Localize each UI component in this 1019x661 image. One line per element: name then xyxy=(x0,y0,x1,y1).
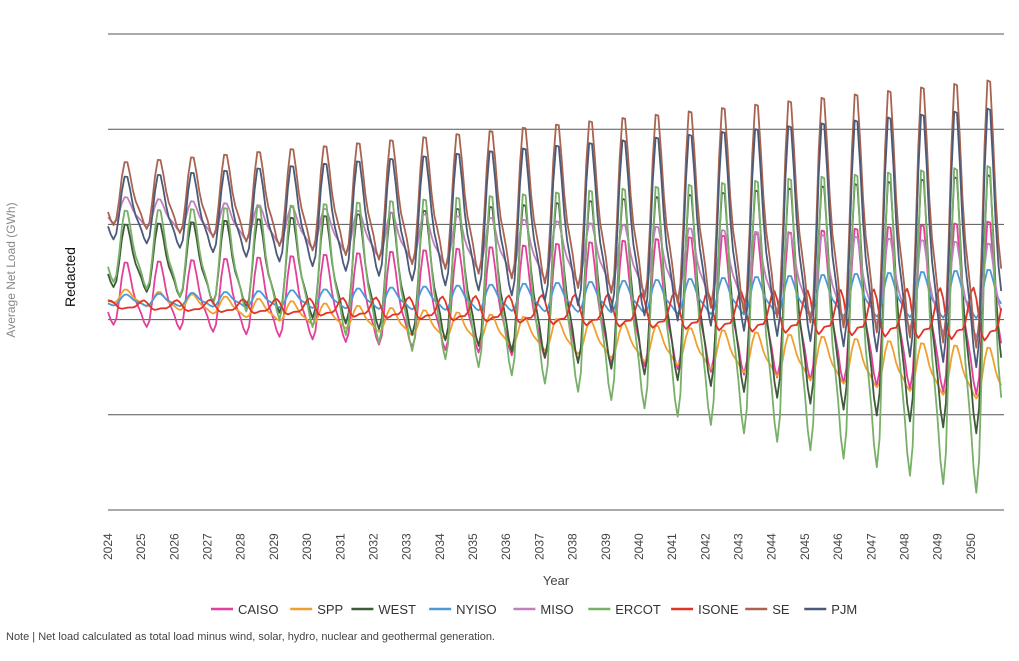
legend-label-ercot: ERCOT xyxy=(615,602,661,617)
legend-label-caiso: CAISO xyxy=(238,602,278,617)
x-tick-label: 2048 xyxy=(897,533,911,560)
x-axis-title: Year xyxy=(543,573,570,588)
legend-label-pjm: PJM xyxy=(831,602,857,617)
x-tick-label: 2042 xyxy=(698,533,712,560)
legend-label-miso: MISO xyxy=(540,602,573,617)
note-text: Net load calculated as total load minus … xyxy=(38,631,495,643)
y-axis-title: Average Net Load (GWh) xyxy=(4,202,18,337)
chart-note: Note | Net load calculated as total load… xyxy=(6,631,495,643)
x-tick-label: 2027 xyxy=(201,533,215,560)
x-tick-label: 2046 xyxy=(831,533,845,560)
x-tick-label: 2044 xyxy=(765,533,779,560)
y-axis-redacted-label: Redacted xyxy=(62,247,78,307)
x-tick-label: 2036 xyxy=(499,533,513,560)
x-tick-label: 2028 xyxy=(234,533,248,560)
series-line-nyiso xyxy=(107,269,1002,320)
x-tick-label: 2043 xyxy=(732,533,746,560)
x-tick-label: 2025 xyxy=(134,533,148,560)
x-tick-label: 2026 xyxy=(167,533,181,560)
legend-label-spp: SPP xyxy=(317,602,343,617)
series-line-pjm xyxy=(107,107,1003,369)
x-tick-label: 2031 xyxy=(333,533,347,560)
x-tick-label: 2024 xyxy=(101,533,115,560)
series-line-ercot xyxy=(107,165,1003,494)
x-tick-label: 2034 xyxy=(433,533,447,560)
note-prefix: Note | xyxy=(6,631,36,643)
x-tick-label: 2032 xyxy=(366,533,380,560)
x-tick-label: 2050 xyxy=(964,533,978,560)
legend-label-se: SE xyxy=(772,602,790,617)
x-tick-label: 2040 xyxy=(632,533,646,560)
x-tick-label: 2038 xyxy=(566,533,580,560)
x-tick-label: 2037 xyxy=(532,533,546,560)
series-line-isone xyxy=(107,286,1003,342)
series-lines xyxy=(107,79,1003,494)
x-tick-label: 2033 xyxy=(400,533,414,560)
x-tick-label: 2049 xyxy=(931,533,945,560)
x-tick-label: 2047 xyxy=(864,533,878,560)
x-tick-label: 2030 xyxy=(300,533,314,560)
x-tick-label: 2035 xyxy=(466,533,480,560)
legend-label-nyiso: NYISO xyxy=(456,602,496,617)
x-tick-labels: 2024 2025 2026 2027 2028 2029 2030 2031 2032 2033… xyxy=(101,533,978,560)
legend-label-isone: ISONE xyxy=(698,602,739,617)
x-tick-label: 2029 xyxy=(267,533,281,560)
legend: CAISO SPP WEST NYISO MISO ERCOT ISONE SE PJM xyxy=(211,602,857,617)
x-tick-label: 2039 xyxy=(599,533,613,560)
series-line-se xyxy=(107,79,1003,349)
x-tick-label: 2045 xyxy=(798,533,812,560)
legend-label-west: WEST xyxy=(378,602,416,617)
x-tick-label: 2041 xyxy=(665,533,679,560)
